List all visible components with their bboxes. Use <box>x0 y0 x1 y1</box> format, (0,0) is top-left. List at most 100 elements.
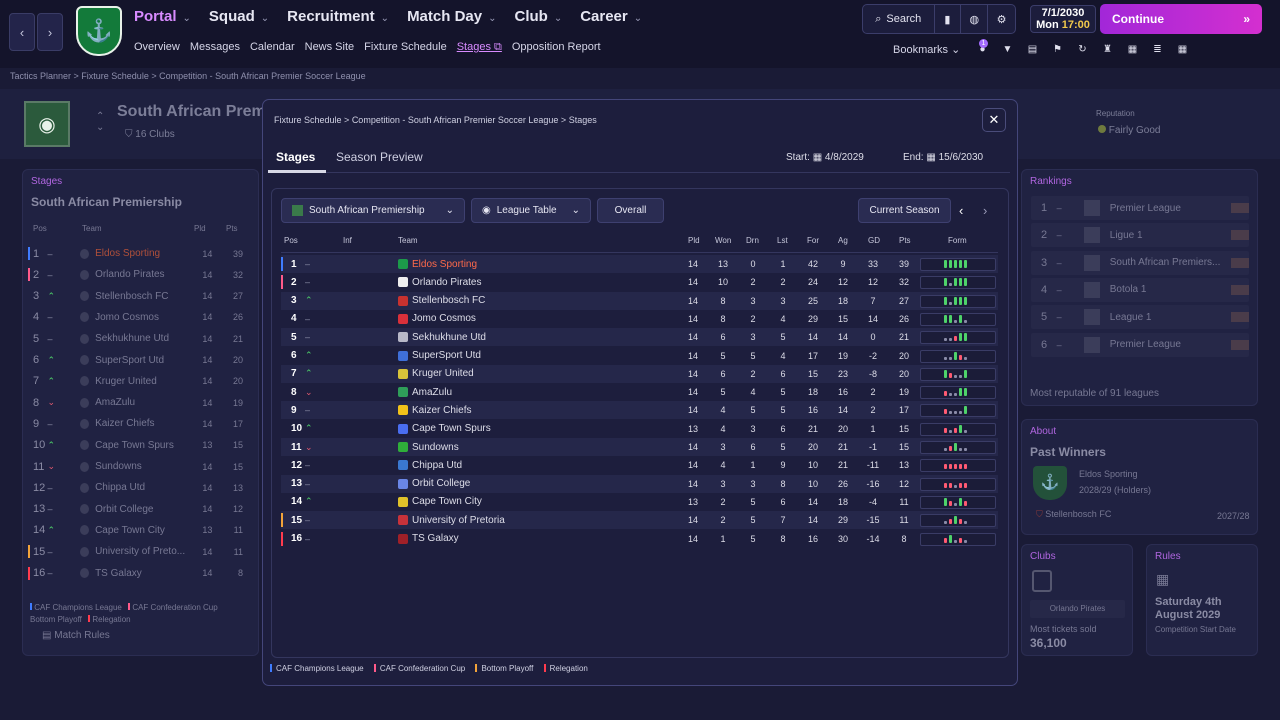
bookmark-button[interactable]: ▮ <box>935 5 962 33</box>
table-row[interactable]: 8 ⌄ AmaZulu 14 5 4 5 18 16 2 19 <box>281 383 998 401</box>
stages-row[interactable]: 5– Sekhukhune Utd 14 21 <box>33 328 243 349</box>
table-row[interactable]: 13– Orbit College 14 3 3 8 10 26 -16 12 <box>281 474 998 493</box>
cell-team[interactable]: University of Pretoria <box>412 514 505 526</box>
row-team[interactable]: Eldos Sporting <box>95 248 161 259</box>
ranking-league[interactable]: League 1 <box>1109 311 1152 323</box>
ranking-row[interactable]: 5– League 1 <box>1031 305 1249 330</box>
shirt-icon[interactable]: ▼ <box>1002 44 1013 55</box>
next-season-icon[interactable]: › <box>983 203 988 218</box>
table-row[interactable]: 1– Eldos Sporting 14 13 0 1 42 9 33 39 <box>281 255 998 273</box>
close-button[interactable]: ✕ <box>982 108 1006 132</box>
cell-team[interactable]: Chippa Utd <box>412 459 463 471</box>
nav-recruitment[interactable]: Recruitment ⌄ <box>287 8 390 25</box>
th-ag[interactable]: Ag <box>838 236 848 245</box>
cell-team[interactable]: Kruger United <box>412 368 474 380</box>
crumb-fixture-schedule[interactable]: Fixture Schedule <box>274 115 342 125</box>
overall-button[interactable]: Overall <box>597 198 664 223</box>
winner-name[interactable]: Eldos Sporting <box>1079 469 1138 479</box>
tactics-icon[interactable]: ⚑ <box>1053 44 1062 55</box>
stages-row[interactable]: 10 ⌃ Cape Town Spurs 13 15 <box>33 435 243 456</box>
th-inf[interactable]: Inf <box>343 236 352 245</box>
table-row[interactable]: 6 ⌃ SuperSport Utd 14 5 5 4 17 19 -2 20 <box>281 347 998 365</box>
subnav-calendar[interactable]: Calendar <box>249 41 295 53</box>
bookmarks-dropdown[interactable]: Bookmarks ⌄ <box>893 44 961 56</box>
stages-row[interactable]: 11 ⌄ Sundowns 14 15 <box>33 456 243 477</box>
cell-team[interactable]: SuperSport Utd <box>412 350 481 361</box>
cell-team[interactable]: AmaZulu <box>412 386 453 398</box>
th-for[interactable]: For <box>807 236 819 245</box>
nav-portal[interactable]: Portal ⌄ <box>134 8 191 25</box>
subnav-overview[interactable]: Overview <box>134 41 180 53</box>
document-icon[interactable]: ▤ <box>1027 44 1038 55</box>
nav-club[interactable]: Club ⌄ <box>514 8 563 25</box>
stages-row[interactable]: 9– Kaizer Chiefs 14 17 <box>33 413 243 434</box>
row-team[interactable]: Sundowns <box>95 461 142 472</box>
table-row[interactable]: 3 ⌃ Stellenbosch FC 14 8 3 3 25 18 7 27 <box>281 291 998 310</box>
row-team[interactable]: AmaZulu <box>95 397 136 409</box>
table-row[interactable]: 11 ⌄ Sundowns 14 3 6 5 20 21 -1 15 <box>281 438 998 456</box>
table-row[interactable]: 5– Sekhukhune Utd 14 6 3 5 14 14 0 21 <box>281 328 998 347</box>
cell-team[interactable]: Sundowns <box>412 441 459 453</box>
tab-season-preview[interactable]: Season Preview <box>336 150 423 164</box>
table-row[interactable]: 10 ⌃ Cape Town Spurs 13 4 3 6 21 20 1 15 <box>281 420 998 438</box>
row-team[interactable]: Cape Town Spurs <box>95 439 174 451</box>
table-row[interactable]: 2– Orlando Pirates 14 10 2 2 24 12 12 32 <box>281 273 998 291</box>
competition-dropdown[interactable]: South African Premiership ⌄ <box>281 198 465 223</box>
table-row[interactable]: 9– Kaizer Chiefs 14 4 5 5 16 14 2 17 <box>281 401 998 420</box>
stages-row[interactable]: 14 ⌃ Cape Town City 13 11 <box>33 520 243 541</box>
table-row[interactable]: 14 ⌃ Cape Town City 13 2 5 6 14 18 -4 11 <box>281 493 998 511</box>
row-team[interactable]: Kruger United <box>95 375 157 387</box>
row-team[interactable]: Jomo Cosmos <box>95 311 159 323</box>
database-icon[interactable]: ≣ <box>1153 44 1162 55</box>
row-team[interactable]: Stellenbosch FC <box>95 290 169 302</box>
th-gd[interactable]: GD <box>868 236 880 245</box>
cell-team[interactable]: Sekhukhune Utd <box>412 331 486 343</box>
nav-match-day[interactable]: Match Day ⌄ <box>407 8 497 25</box>
subnav-fixture-schedule[interactable]: Fixture Schedule <box>364 41 447 53</box>
ranking-row[interactable]: 1– Premier League <box>1031 196 1249 220</box>
cell-team[interactable]: Orbit College <box>412 478 471 490</box>
view-dropdown[interactable]: ◉ League Table ⌄ <box>471 198 591 223</box>
schedule-icon[interactable]: ▦ <box>1177 44 1188 55</box>
crumb-stages[interactable]: Stages <box>568 115 597 125</box>
th-pts[interactable]: Pts <box>899 236 911 245</box>
club-crest[interactable]: ⚓ <box>76 6 122 56</box>
match-rules-link[interactable]: ▤ Match Rules <box>42 630 110 641</box>
subnav-stages[interactable]: Stages ⧉ <box>456 41 502 53</box>
row-team[interactable]: University of Preto... <box>95 546 186 558</box>
subnav-opposition-report[interactable]: Opposition Report <box>511 41 601 53</box>
cell-team[interactable]: TS Galaxy <box>412 533 459 544</box>
table-row[interactable]: 4– Jomo Cosmos 14 8 2 4 29 15 14 26 <box>281 310 998 328</box>
continue-button[interactable]: Continue» <box>1100 4 1262 34</box>
th-pld[interactable]: Pld <box>688 236 700 245</box>
th-drn[interactable]: Drn <box>746 236 759 245</box>
th-pos[interactable]: Pos <box>284 236 298 245</box>
cell-team[interactable]: Cape Town Spurs <box>412 423 491 435</box>
ranking-row[interactable]: 6– Premier League <box>1031 332 1249 357</box>
row-team[interactable]: Cape Town City <box>95 524 165 536</box>
game-date[interactable]: 7/1/2030 Mon 17:00 <box>1030 5 1096 33</box>
prev-winner[interactable]: ⛉ Stellenbosch FC <box>1036 509 1112 519</box>
row-team[interactable]: Sekhukhune Utd <box>95 333 170 345</box>
row-team[interactable]: Chippa Utd <box>95 482 146 494</box>
nav-career[interactable]: Career ⌄ <box>580 8 643 25</box>
cell-team[interactable]: Orlando Pirates <box>412 276 482 288</box>
cell-team[interactable]: Jomo Cosmos <box>412 313 476 325</box>
ranking-row[interactable]: 4– Botola 1 <box>1031 277 1249 302</box>
cell-team[interactable]: Kaizer Chiefs <box>412 404 472 416</box>
th-form[interactable]: Form <box>948 236 967 245</box>
row-team[interactable]: TS Galaxy <box>95 567 142 579</box>
back-button[interactable]: ‹ <box>9 13 35 51</box>
expand-chevron-icon[interactable]: ⌃ ⌄ <box>96 111 105 133</box>
stages-row[interactable]: 8 ⌄ AmaZulu 14 19 <box>33 392 243 413</box>
ranking-league[interactable]: South African Premiers... <box>1109 257 1221 269</box>
calendar-icon[interactable]: ▦ <box>1127 44 1138 55</box>
trophy-icon[interactable]: ♜ <box>1103 44 1112 55</box>
stages-row[interactable]: 3 ⌃ Stellenbosch FC 14 27 <box>33 286 243 307</box>
th-lst[interactable]: Lst <box>777 236 788 245</box>
ranking-league[interactable]: Ligue 1 <box>1109 229 1143 241</box>
current-season-button[interactable]: Current Season <box>858 198 951 223</box>
table-row[interactable]: 15– University of Pretoria 14 2 5 7 14 29 -15 11 <box>281 511 998 530</box>
ranking-league[interactable]: Botola 1 <box>1109 284 1147 296</box>
stages-row[interactable]: 13– Orbit College 14 12 <box>33 499 243 520</box>
